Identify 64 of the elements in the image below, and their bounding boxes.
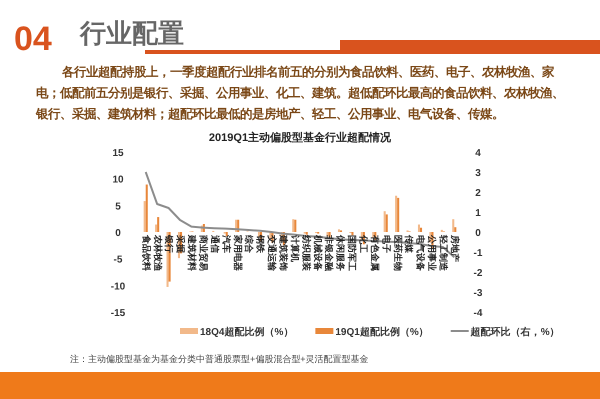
y2-tick-label: 1	[475, 208, 482, 219]
x-tick-label: 通信	[210, 234, 220, 253]
x-tick-label: 国防军工	[347, 235, 358, 271]
x-tick-label: 公用事业	[427, 234, 438, 271]
bar	[386, 214, 388, 232]
bar	[146, 184, 148, 232]
text: 04	[14, 20, 52, 58]
x-tick-label: 交通运输	[267, 234, 278, 272]
y-tick-label: 0	[115, 228, 122, 239]
y-tick-label: -15	[110, 308, 126, 319]
y2-tick-label: 2	[475, 188, 482, 199]
y2-tick-label: -3	[474, 288, 483, 299]
x-tick-label: 电子	[381, 235, 392, 253]
bar	[420, 228, 422, 232]
x-tick-label: 汽车	[221, 234, 232, 253]
x-tick-label: 商业贸易	[198, 234, 208, 271]
bar	[418, 224, 420, 232]
bar	[226, 232, 228, 236]
x-tick-label: 银行	[164, 234, 174, 253]
y2-tick-label: 4	[475, 148, 482, 159]
y2-tick-label: -4	[474, 308, 483, 319]
chart-subtitle: 各行业超配持股上，一季度超配行业排名前五的分别为食品饮料、医药、电子、农林牧渔、家电；低配前五分别是银行、采掘、公用事业、化工、建筑。超低配环比最高的食品饮料、农林牧渔、银行、采掘、建筑材料；超配环比最低的是房地产、轻工、公用事业、电气设备、传媒。	[36, 64, 565, 123]
x-tick-label: 建筑装饰	[278, 234, 288, 271]
x-tick-label: 传媒	[404, 234, 414, 254]
y2-tick-label: 0	[475, 228, 482, 239]
x-tick-label: 建筑材料	[187, 234, 198, 271]
x-tick-label: 休闲服务	[336, 234, 346, 271]
y-tick-label: 10	[112, 174, 124, 186]
bar	[155, 224, 158, 232]
bar	[384, 211, 386, 232]
x-tick-label: 纺织服装	[301, 234, 312, 272]
y-tick-label: 15	[112, 148, 124, 159]
y2-tick-label: -2	[474, 268, 483, 279]
x-tick-label: 钢铁	[256, 234, 266, 254]
x-tick-label: 食品饮料	[141, 234, 152, 271]
x-tick-label: 房地产	[450, 234, 460, 262]
chart-title: 2019Q1主动偏股型基金行业超配情况	[208, 131, 392, 144]
x-tick-label: 化工	[358, 234, 368, 253]
text: 行业配置	[79, 18, 184, 48]
x-tick-label: 轻工制造	[438, 234, 448, 272]
x-tick-label: 家用电器	[232, 234, 243, 271]
y2-tick-label: 3	[475, 168, 482, 179]
y-tick-label: -10	[110, 281, 126, 292]
bar	[454, 227, 456, 232]
x-tick-label: 非银金融	[324, 234, 334, 272]
text: 注：主动偏股型基金为基金分类中普通股票型+偏股混合型+灵活配置型基金	[70, 354, 369, 364]
x-tick-label: 电气设备	[416, 235, 426, 272]
y-tick-label: -5	[114, 254, 123, 266]
x-tick-label: 计算机	[290, 234, 300, 262]
x-tick-label: 机械设备	[312, 234, 323, 272]
bar	[144, 201, 146, 232]
legend-label: 超配环比（右，%）	[470, 326, 560, 338]
y2-tick-label: -1	[474, 248, 483, 259]
x-tick-label: 医药生物	[392, 235, 403, 271]
x-tick-label: 综合	[244, 234, 254, 254]
x-tick-label: 有色金属	[370, 234, 380, 271]
legend-label: 18Q4超配比例（%）	[200, 326, 294, 338]
bar	[338, 229, 340, 232]
x-tick-label: 农林牧渔	[152, 234, 163, 271]
y-tick-label: 5	[115, 201, 122, 212]
bar	[452, 219, 454, 232]
bar	[157, 217, 160, 232]
x-tick-label: 采掘	[176, 234, 186, 253]
legend-label: 19Q1超配比例（%）	[335, 326, 429, 338]
